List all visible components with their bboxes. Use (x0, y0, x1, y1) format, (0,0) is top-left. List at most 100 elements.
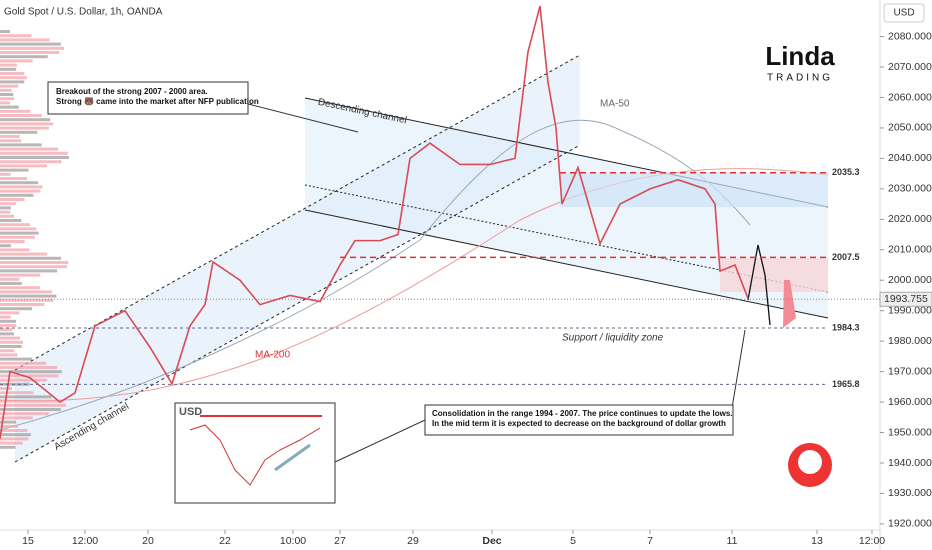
note-box (47, 81, 249, 115)
volume-profile (0, 328, 13, 332)
ma-200 (0, 168, 829, 402)
volume-profile (0, 395, 52, 399)
volume-profile (0, 114, 42, 117)
volume-profile (0, 122, 54, 126)
volume-profile (0, 147, 59, 151)
inset-line (189, 424, 321, 486)
volume-profile (0, 76, 27, 80)
volume-profile (0, 298, 54, 302)
volume-profile (0, 324, 17, 327)
descending-channel-fill (305, 98, 828, 318)
volume-profile (0, 223, 30, 227)
volume-profile (0, 429, 28, 432)
volume-profile (0, 399, 63, 403)
y-tick-label: 2060.000 (888, 91, 932, 103)
note-box (424, 404, 734, 436)
y-tick-label: 2040.000 (888, 152, 932, 164)
current-price-box (879, 291, 932, 307)
currency-button[interactable] (883, 3, 925, 23)
volume-profile (0, 97, 15, 101)
projection (747, 244, 771, 326)
x-tick-label: 15 (22, 535, 34, 547)
volume-profile (0, 160, 62, 164)
volume-profile (0, 51, 60, 54)
resistance-zone (560, 173, 828, 207)
volume-profile (0, 433, 31, 437)
volume-profile (0, 206, 11, 210)
x-tick-label: 7 (647, 535, 653, 547)
volume-profile (0, 294, 57, 298)
y-tick-label: 1990.000 (888, 304, 932, 316)
volume-profile (0, 290, 52, 294)
inset (174, 402, 336, 504)
volume-profile (0, 307, 32, 311)
label: MA-50 (600, 99, 630, 110)
volume-profile (0, 105, 19, 109)
level-label: 1965.8 (832, 379, 860, 389)
y-tick-label: 2020.000 (888, 213, 932, 225)
volume-profile (0, 88, 12, 92)
x-tick-label: 13 (811, 535, 823, 547)
volume-profile (0, 109, 31, 113)
volume-profile (0, 261, 69, 264)
volume-profile (0, 282, 22, 285)
x-tick-label: 12:00 (859, 535, 885, 547)
volume-profile (0, 361, 47, 365)
volume-profile (0, 67, 17, 71)
x-tick-label: 27 (334, 535, 346, 547)
x-tick-label: 5 (570, 535, 576, 547)
current-price-label: 1993.755 (884, 293, 928, 305)
volume-profile (0, 403, 66, 407)
volume-profile (0, 118, 51, 122)
volume-profile (0, 408, 61, 411)
volume-profile (0, 445, 16, 449)
level-label: 2007.5 (832, 252, 860, 262)
level-label: 2035.3 (832, 167, 860, 177)
label: Support / liquidity zone (562, 333, 664, 344)
volume-profile (0, 315, 11, 319)
y-tick-label: 1920.000 (888, 518, 932, 530)
volume-profile (0, 412, 49, 416)
volume-profile (0, 424, 19, 428)
x-tick-label: 20 (142, 535, 154, 547)
volume-profile (0, 273, 41, 277)
volume-profile (0, 374, 59, 378)
volume-profile (0, 80, 25, 84)
volume-profile (0, 156, 69, 159)
volume-profile (0, 370, 62, 374)
volume-profile (0, 59, 33, 63)
volume-profile (0, 252, 48, 256)
volume-profile (0, 277, 20, 281)
volume-profile (0, 143, 42, 147)
volume-profile (0, 311, 20, 315)
volume-profile (0, 93, 14, 96)
y-tick-label: 2030.000 (888, 183, 932, 195)
volume-profile (0, 181, 39, 185)
logo: Linda (765, 41, 835, 71)
volume-profile (0, 130, 38, 134)
volume-profile (0, 319, 17, 323)
volume-profile (0, 357, 33, 361)
x-tick-label: 22 (219, 535, 231, 547)
volume-profile (0, 177, 28, 180)
volume-profile (0, 214, 15, 218)
volume-profile (0, 72, 25, 75)
volume-profile (0, 332, 14, 336)
volume-profile (0, 210, 11, 214)
y-tick-label: 2080.000 (888, 30, 932, 42)
volume-profile (0, 240, 25, 243)
callout-2 (334, 419, 426, 463)
descending-lower (304, 209, 829, 319)
volume-profile (0, 193, 34, 197)
inset-label: USD (179, 406, 202, 418)
chart-title: Gold Spot / U.S. Dollar, 1h, OANDA (4, 7, 163, 18)
volume-profile (0, 198, 25, 201)
currency[interactable]: USD (893, 8, 914, 19)
volume-profile (0, 345, 22, 348)
volume-profile (0, 416, 33, 420)
volume-profile (0, 55, 48, 59)
volume-profile (0, 227, 37, 231)
logo-sub: TRADING (767, 73, 833, 84)
volume-profile (0, 387, 13, 390)
